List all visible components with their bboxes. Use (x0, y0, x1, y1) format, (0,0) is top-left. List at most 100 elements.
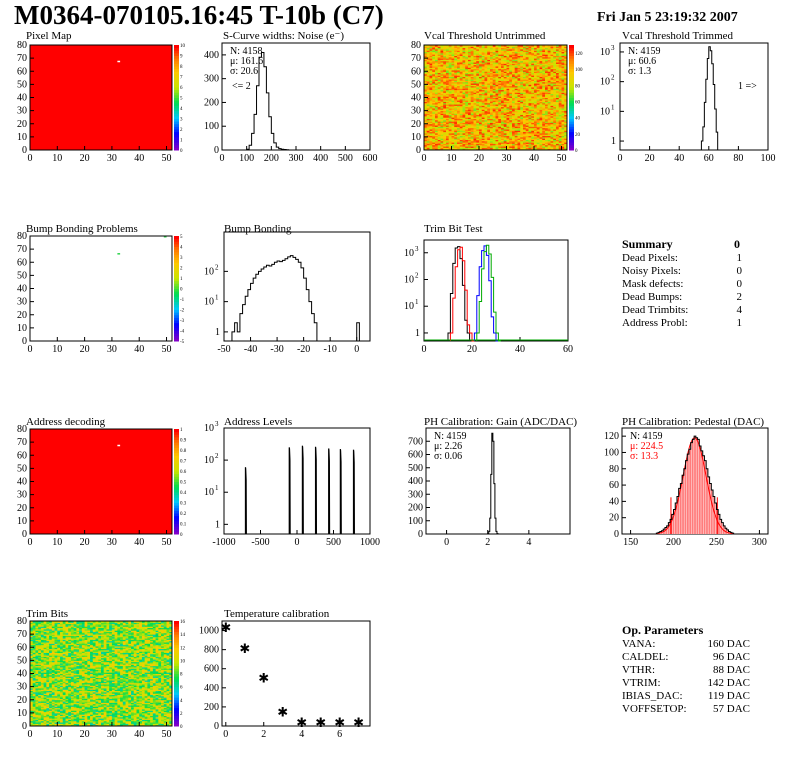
heatmap-cell (462, 55, 466, 58)
heatmap-cell (462, 73, 466, 76)
heatmap-cell (424, 115, 428, 118)
heatmap-cell (446, 46, 450, 49)
heatmap-cell (490, 121, 494, 123)
heatmap-cell (426, 68, 430, 71)
heatmap-cell (520, 58, 524, 60)
heatmap-cell (523, 118, 527, 121)
y-tick-label: 40 (17, 93, 27, 104)
heatmap-cell (487, 56, 491, 59)
heatmap-cell (484, 48, 488, 51)
heatmap-cell (509, 142, 513, 144)
heatmap-cell (528, 130, 532, 133)
heatmap-cell (534, 131, 538, 134)
heatmap-cell (523, 69, 527, 72)
heatmap-cell (476, 79, 480, 81)
heatmap-cell (487, 108, 491, 110)
heatmap-cell (525, 84, 529, 87)
heatmap-cell (495, 68, 499, 71)
heatmap-cell (503, 122, 507, 125)
heatmap-cell (517, 105, 521, 108)
heatmap-cell (517, 110, 521, 113)
heatmap-cell (509, 83, 513, 85)
heatmap-cell (487, 130, 491, 133)
heatmap-cell (457, 62, 461, 64)
heatmap-cell (492, 125, 496, 127)
heatmap-cell (490, 89, 494, 92)
heatmap-cell (484, 54, 488, 56)
heatmap-cell (437, 80, 441, 83)
heatmap-cell (523, 96, 527, 98)
heatmap-cell (424, 138, 428, 140)
heatmap-cell (429, 46, 433, 49)
heatmap-cell (517, 63, 521, 66)
heatmap-cell (481, 134, 485, 137)
heatmap-cell (454, 79, 458, 81)
heatmap-cell (484, 146, 488, 148)
heatmap-cell (479, 105, 483, 108)
heatmap-cell (481, 92, 485, 95)
heatmap-cell (479, 98, 483, 101)
heatmap-cell (484, 77, 488, 80)
heatmap-cell (481, 144, 485, 147)
heatmap-cell (501, 81, 505, 84)
heatmap-cell (443, 129, 447, 131)
heatmap-cell (426, 102, 430, 105)
heatmap-cell (457, 101, 461, 104)
heatmap-cell (517, 58, 521, 60)
heatmap-cell (429, 125, 433, 127)
heatmap-cell (512, 81, 516, 84)
heatmap-cell (520, 106, 524, 109)
heatmap-cell (479, 115, 483, 118)
heatmap-cell (514, 108, 518, 110)
heatmap-cell (440, 127, 444, 130)
heatmap-cell (457, 126, 461, 129)
heatmap-cell (432, 67, 436, 70)
heatmap-cell (476, 113, 480, 116)
heatmap-cell (503, 83, 507, 85)
heatmap-cell (443, 135, 447, 138)
heatmap-cell (476, 90, 480, 93)
heatmap-cell (503, 126, 507, 129)
heatmap-cell (435, 132, 439, 135)
heatmap-cell (457, 92, 461, 95)
heatmap-cell (435, 56, 439, 59)
heatmap-cell (468, 102, 472, 105)
heatmap-cell (479, 69, 483, 72)
heatmap-cell (484, 140, 488, 143)
heatmap-cell (536, 102, 540, 105)
heatmap-cell (435, 139, 439, 142)
heatmap-cell (443, 94, 447, 97)
heatmap-cell (435, 110, 439, 113)
heatmap-cell (539, 102, 543, 105)
heatmap-cell (503, 72, 507, 75)
histogram-series (246, 52, 292, 151)
heatmap-cell (454, 68, 458, 71)
heatmap-cell (495, 69, 499, 72)
heatmap-cell (514, 142, 518, 144)
heatmap-cell (479, 138, 483, 140)
heatmap-cell (429, 115, 433, 118)
histogram-series (700, 46, 720, 151)
heatmap-cell (498, 131, 502, 134)
heatmap-cell (432, 111, 436, 114)
heatmap-cell (473, 64, 477, 67)
heatmap-cell (481, 110, 485, 113)
palette-tick-label: 5 (180, 235, 183, 240)
heatmap-cell (437, 130, 441, 133)
heatmap-cell (501, 119, 505, 122)
heatmap-cell (498, 102, 502, 105)
y-tick-label: 30 (17, 297, 27, 308)
palette-tick-label: 0.9 (180, 439, 187, 444)
heatmap-cell (462, 131, 466, 134)
heatmap-cell (484, 88, 488, 91)
heatmap-cell (484, 139, 488, 142)
heatmap-cell (534, 105, 538, 108)
heatmap-cell (457, 81, 461, 84)
heatmap-cell (514, 131, 518, 134)
heatmap-cell (476, 69, 480, 72)
heatmap-cell (506, 93, 510, 96)
heatmap-cell (440, 92, 444, 95)
heatmap-cell (514, 58, 518, 60)
heatmap-cell (457, 46, 461, 49)
heatmap-cell (498, 136, 502, 139)
